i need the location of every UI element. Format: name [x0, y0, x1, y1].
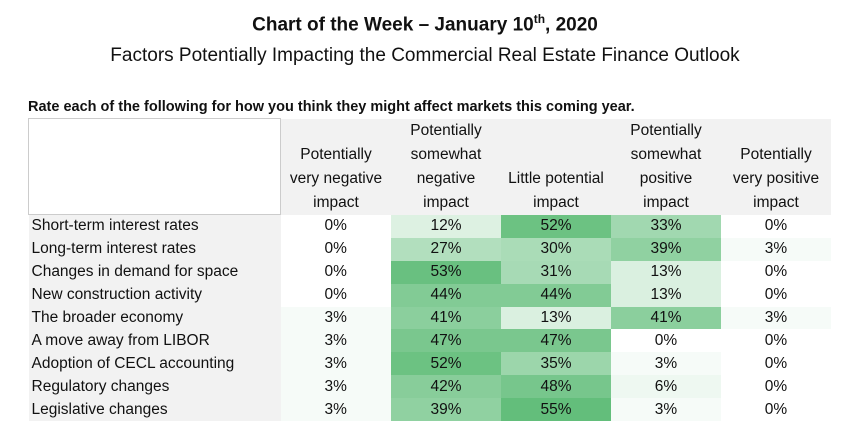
header-row: Potentially very negative impact Potentia… [28, 118, 831, 215]
row-label: Long-term interest rates [28, 237, 281, 261]
cell: 3% [280, 352, 391, 376]
column-header: Potentially very negative impact [280, 118, 391, 215]
cell: 48% [501, 375, 611, 399]
cell: 0% [721, 398, 831, 422]
cell: 30% [501, 237, 611, 261]
cell: 6% [611, 375, 721, 399]
row: Long-term interest rates 0% 27% 30% 39% 3% [28, 237, 831, 261]
row-label: Short-term interest rates [28, 214, 281, 238]
cell: 0% [721, 283, 831, 307]
cell: 44% [501, 283, 611, 307]
cell: 0% [280, 214, 391, 238]
cell: 39% [611, 237, 721, 261]
cell: 3% [721, 306, 831, 330]
cell: 53% [391, 260, 501, 284]
cell: 47% [391, 329, 501, 353]
row: New construction activity 0% 44% 44% 13% 0% [28, 283, 831, 307]
cell: 39% [391, 398, 501, 422]
table: Potentially very negative impact Potentia… [28, 118, 831, 422]
row: Changes in demand for space 0% 53% 31% 13% 0% [28, 260, 831, 284]
corner [28, 118, 281, 215]
cell: 52% [391, 352, 501, 376]
row-label: Regulatory changes [28, 375, 281, 399]
title-end: , 2020 [545, 14, 598, 36]
subtitle: Factors Potentially Impacting the Commer… [110, 45, 740, 66]
cell: 0% [280, 237, 391, 261]
row: Regulatory changes 3% 42% 48% 6% 0% [28, 375, 831, 399]
cell: 44% [391, 283, 501, 307]
cell: 47% [501, 329, 611, 353]
row-label: Legislative changes [28, 398, 281, 422]
cell: 3% [611, 352, 721, 376]
row: Legislative changes 3% 39% 55% 3% 0% [28, 398, 831, 422]
title: Chart of the Week – January 10th, 2020 [0, 12, 850, 36]
cell: 0% [721, 329, 831, 353]
cell: 3% [280, 329, 391, 353]
cell: 3% [280, 375, 391, 399]
row-label: Changes in demand for space [28, 260, 281, 284]
cell: 0% [721, 260, 831, 284]
title-sup: th [533, 12, 546, 26]
cell: 31% [501, 260, 611, 284]
row-label: New construction activity [28, 283, 281, 307]
row-label: Adoption of CECL accounting [28, 352, 281, 376]
row: A move away from LIBOR 3% 47% 47% 0% 0% [28, 329, 831, 353]
row: The broader economy 3% 41% 13% 41% 3% [28, 306, 831, 330]
cell: 13% [611, 260, 721, 284]
cell: 33% [611, 214, 721, 238]
cell: 3% [280, 306, 391, 330]
cell: 42% [391, 375, 501, 399]
cell: 3% [611, 398, 721, 422]
cell: 0% [280, 283, 391, 307]
column-header: Potentially somewhat negative impact [391, 118, 501, 215]
column-header: Potentially very positive impact [721, 118, 831, 215]
cell: 41% [391, 306, 501, 330]
cell: 12% [391, 214, 501, 238]
column-header: Potentially somewhat positive impact [611, 118, 721, 215]
cell: 0% [611, 329, 721, 353]
cell: 0% [721, 214, 831, 238]
cell: 0% [721, 375, 831, 399]
title-text: Chart of the Week – January 10 [252, 14, 534, 36]
column-header: Little potential impact [501, 118, 611, 215]
cell: 55% [501, 398, 611, 422]
row-label: A move away from LIBOR [28, 329, 281, 353]
row: Adoption of CECL accounting 3% 52% 35% 3% 0% [28, 352, 831, 376]
cell: 13% [611, 283, 721, 307]
row: Short-term interest rates 0% 12% 52% 33% 0% [28, 214, 831, 238]
cell: 52% [501, 214, 611, 238]
cell: 35% [501, 352, 611, 376]
cell: 0% [721, 352, 831, 376]
cell: 13% [501, 306, 611, 330]
row-label: The broader economy [28, 306, 281, 330]
cell: 41% [611, 306, 721, 330]
cell: 0% [280, 260, 391, 284]
question: Rate each of the following for how you t… [28, 99, 635, 115]
cell: 3% [280, 398, 391, 422]
cell: 3% [721, 237, 831, 261]
cell: 27% [391, 237, 501, 261]
